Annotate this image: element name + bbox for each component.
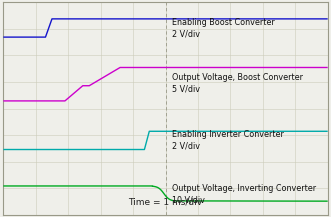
Text: Output Voltage, Boost Converter
5 V/div: Output Voltage, Boost Converter 5 V/div — [172, 73, 303, 94]
Text: Output Voltage, Inverting Converter
10 V/div: Output Voltage, Inverting Converter 10 V… — [172, 184, 316, 205]
Text: Time = 1 ms/div: Time = 1 ms/div — [128, 197, 203, 206]
Text: Enabling Inverter Converter
2 V/div: Enabling Inverter Converter 2 V/div — [172, 130, 284, 151]
Text: Enabling Boost Converter
2 V/div: Enabling Boost Converter 2 V/div — [172, 18, 275, 38]
